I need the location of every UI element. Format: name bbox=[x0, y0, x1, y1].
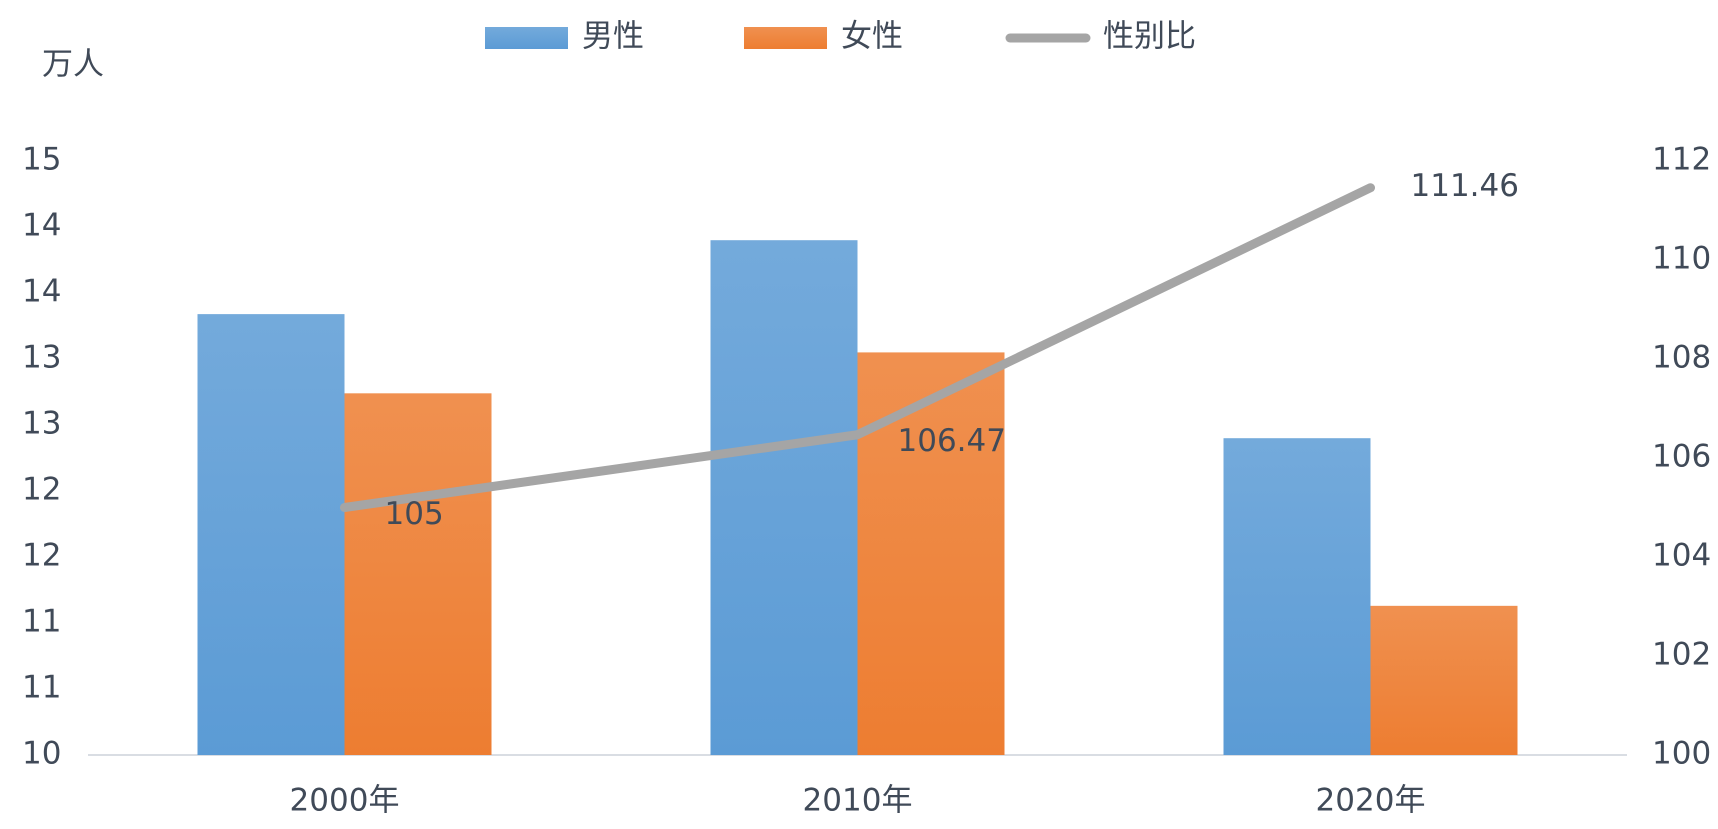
x-tick-label: 2020年 bbox=[1316, 783, 1426, 819]
line bbox=[340, 183, 1375, 512]
y-tick-label: 13 bbox=[22, 340, 61, 376]
y2-tick-label: 110 bbox=[1652, 241, 1711, 277]
y-tick-label: 12 bbox=[22, 538, 61, 574]
legend-label: 女性 bbox=[841, 19, 903, 55]
data-label: 106.47 bbox=[898, 423, 1006, 459]
unit-label: 万人 bbox=[42, 47, 104, 83]
y2-tick-label: 108 bbox=[1652, 340, 1711, 376]
y2-tick-label: 112 bbox=[1652, 142, 1711, 178]
x-tick-label: 2000年 bbox=[290, 783, 400, 819]
y-tick-label: 10 bbox=[22, 736, 61, 772]
y-tick-label: 11 bbox=[22, 670, 61, 706]
data-label: 111.46 bbox=[1411, 168, 1519, 204]
y2-tick-label: 104 bbox=[1652, 538, 1711, 574]
data-label: 105 bbox=[385, 496, 444, 532]
x-tick-label: 2010年 bbox=[803, 783, 913, 819]
y-tick-label: 11 bbox=[22, 604, 61, 640]
bar bbox=[1223, 438, 1371, 755]
legend-swatch bbox=[485, 27, 568, 49]
bar bbox=[857, 352, 1005, 755]
y-tick-label: 12 bbox=[22, 472, 61, 508]
y2-tick-label: 102 bbox=[1652, 637, 1711, 673]
y-tick-label: 14 bbox=[22, 274, 61, 310]
y-tick-label: 13 bbox=[22, 406, 61, 442]
bar bbox=[710, 240, 858, 755]
y2-tick-label: 106 bbox=[1652, 439, 1711, 475]
y2-tick-label: 100 bbox=[1652, 736, 1711, 772]
legend-label: 男性 bbox=[582, 19, 644, 55]
y-tick-label: 14 bbox=[22, 208, 61, 244]
bar bbox=[1370, 605, 1518, 755]
legend-swatch bbox=[744, 27, 827, 49]
bar bbox=[344, 393, 492, 755]
legend-label: 性别比 bbox=[1103, 19, 1196, 55]
bar bbox=[197, 314, 345, 755]
y-tick-label: 15 bbox=[22, 142, 61, 178]
